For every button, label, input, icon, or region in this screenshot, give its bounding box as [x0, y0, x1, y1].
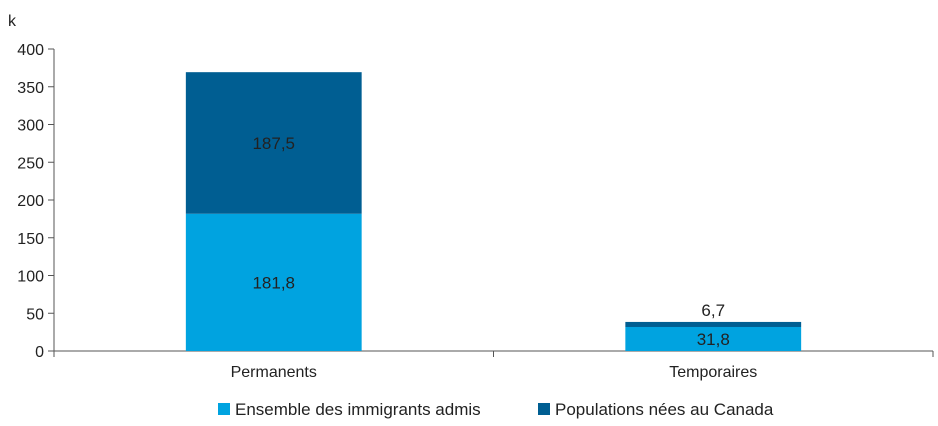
- y-tick-label: 150: [17, 231, 44, 248]
- y-tick-label: 300: [17, 118, 44, 135]
- y-axis-unit-label: k: [8, 13, 17, 30]
- y-tick-label: 0: [35, 344, 44, 361]
- bars: [185, 72, 802, 351]
- legend-label: Ensemble des immigrants admis: [235, 400, 481, 419]
- legend-swatch: [218, 403, 230, 415]
- y-tick-label: 200: [17, 193, 44, 210]
- legend-label: Populations nées au Canada: [555, 400, 774, 419]
- data-labels: 181,8 187,5 31,8 6,7: [252, 134, 729, 349]
- data-label: 6,7: [701, 301, 725, 320]
- x-category-label: Temporaires: [669, 364, 757, 381]
- legend: Ensemble des immigrants admis Populations…: [218, 400, 774, 419]
- data-label: 181,8: [252, 273, 295, 292]
- y-tick-label: 400: [17, 42, 44, 59]
- bar-segment: [185, 213, 362, 351]
- data-label: 187,5: [252, 134, 295, 153]
- legend-swatch: [538, 403, 550, 415]
- y-tick-label: 250: [17, 155, 44, 172]
- data-label: 31,8: [697, 330, 730, 349]
- bar-segment: [185, 72, 362, 214]
- bar-segment: [625, 321, 802, 327]
- bar-segment: [625, 326, 802, 351]
- y-axis: 0 50 100 150 200 250 300 350 400: [17, 42, 55, 361]
- x-category-label: Permanents: [231, 364, 317, 381]
- y-tick-label: 50: [26, 306, 44, 323]
- y-tick-label: 100: [17, 269, 44, 286]
- y-tick-label: 350: [17, 80, 44, 97]
- x-axis: Permanents Temporaires: [53, 350, 934, 381]
